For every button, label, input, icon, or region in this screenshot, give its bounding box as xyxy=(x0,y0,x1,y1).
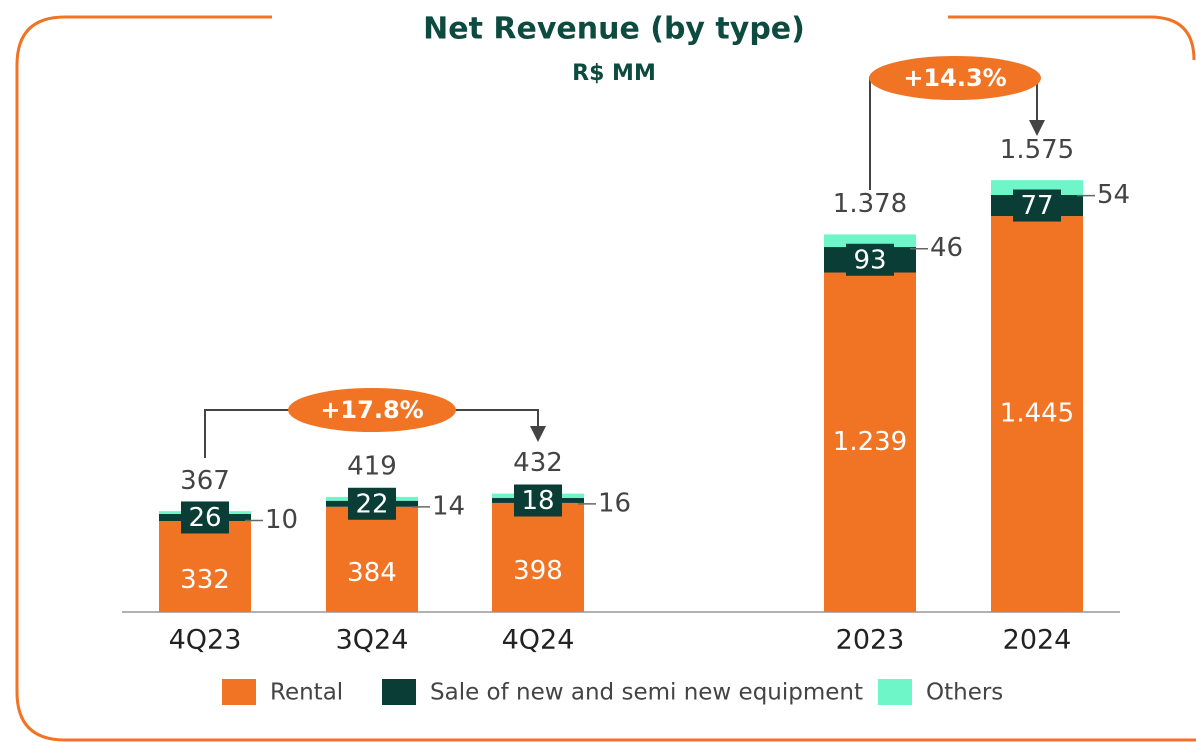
label-box xyxy=(181,501,229,534)
annotation-badge xyxy=(288,388,456,432)
bar-segment xyxy=(492,502,584,612)
label-box xyxy=(348,487,396,520)
value-label: 1.239 xyxy=(833,427,907,457)
legend-swatch xyxy=(222,679,256,705)
chart-subtitle: R$ MM xyxy=(572,61,656,86)
total-label: 419 xyxy=(347,452,397,482)
total-label: 367 xyxy=(180,466,230,496)
frame xyxy=(948,15,1196,61)
value-label: 384 xyxy=(347,558,397,588)
bar-segment xyxy=(159,521,251,612)
value-label: 398 xyxy=(513,556,563,586)
total-label: 1.575 xyxy=(1000,135,1074,165)
x-tick-label: 2024 xyxy=(1003,625,1072,656)
x-tick-label: 3Q24 xyxy=(336,625,409,656)
value-label: 22 xyxy=(355,489,388,519)
bar-segment xyxy=(824,272,916,612)
x-tick-label: 4Q23 xyxy=(169,625,242,656)
bar-segment xyxy=(991,216,1083,612)
value-label: 54 xyxy=(1097,180,1130,210)
value-label: 332 xyxy=(180,565,230,595)
label-box xyxy=(846,243,894,276)
arrow-head xyxy=(530,120,1045,442)
label-box xyxy=(514,484,562,517)
x-tick-label: 4Q24 xyxy=(502,625,575,656)
value-label: 16 xyxy=(598,488,631,518)
value-label: 18 xyxy=(521,486,554,516)
x-tick-label: 2023 xyxy=(836,625,905,656)
value-label: 46 xyxy=(930,233,963,263)
total-label: 1.378 xyxy=(833,189,907,219)
legend-label: Others xyxy=(926,680,1003,706)
legend-label: Sale of new and semi new equipment xyxy=(430,680,863,706)
value-label: 93 xyxy=(853,245,886,275)
total-label: 432 xyxy=(513,448,563,478)
legend-swatch xyxy=(878,679,912,705)
annotation: +14.3% xyxy=(903,64,1006,92)
annotation-badge xyxy=(869,56,1041,100)
value-label: 1.445 xyxy=(1000,399,1074,429)
value-label: 77 xyxy=(1020,191,1053,221)
chart-title: Net Revenue (by type) xyxy=(423,12,805,47)
annotation: +17.8% xyxy=(320,396,423,424)
bar-segment xyxy=(326,506,418,612)
label-box xyxy=(1013,189,1061,222)
legend-swatch xyxy=(382,679,416,705)
value-label: 10 xyxy=(265,505,298,535)
legend-label: Rental xyxy=(270,680,343,706)
value-label: 14 xyxy=(432,491,465,521)
value-label: 26 xyxy=(188,503,221,533)
frame xyxy=(15,15,1196,742)
